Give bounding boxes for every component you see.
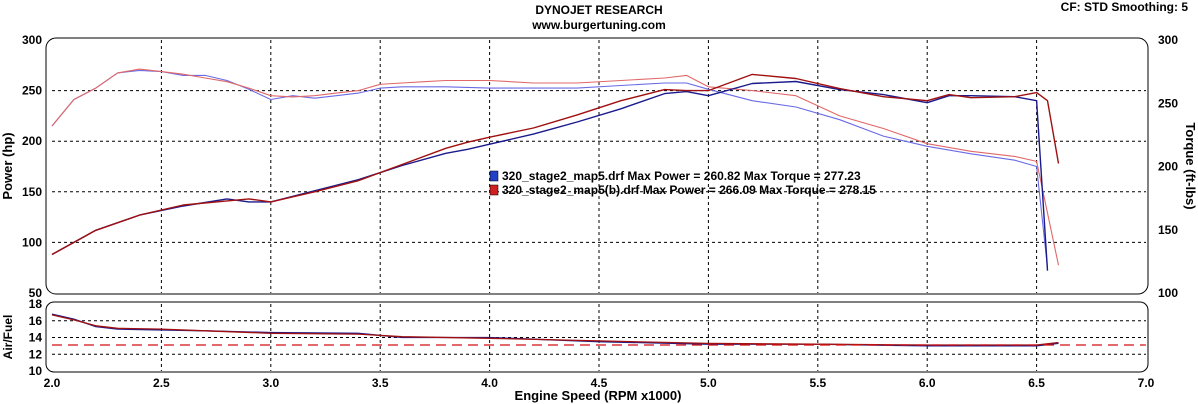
- x-tick-label: 2.0: [44, 376, 61, 390]
- power-tick-label: 250: [22, 84, 42, 98]
- legend-swatch-run-a: [489, 170, 499, 182]
- correction-factor-label: CF: STD Smoothing: 5: [1060, 0, 1188, 14]
- x-tick-label: 2.5: [153, 376, 170, 390]
- afr-tick-label: 18: [29, 297, 43, 311]
- power-axis-label: Power (hp): [0, 132, 15, 199]
- power-tick-label: 300: [22, 33, 42, 47]
- afr-tick-label: 16: [29, 314, 43, 328]
- x-tick-label: 7.0: [1138, 376, 1155, 390]
- afr-tick-label: 10: [29, 364, 43, 378]
- torque-line-run-b: [51, 68, 1060, 266]
- legend-entry-run-a: 320_stage2_map5.drf Max Power = 260.82 M…: [502, 169, 861, 183]
- x-tick-label: 3.5: [372, 376, 389, 390]
- chart-title: DYNOJET RESEARCH: [535, 3, 663, 17]
- x-tick-label: 4.0: [481, 376, 498, 390]
- power-tick-label: 50: [29, 286, 43, 300]
- torque-tick-label: 100: [1158, 286, 1178, 300]
- legend: 320_stage2_map5.drf Max Power = 260.82 M…: [489, 169, 876, 197]
- legend-entry-run-b: 320_stage2_map5(b).drf Max Power = 266.0…: [502, 183, 876, 197]
- power-tick-label: 150: [22, 185, 42, 199]
- afr-panel-background: [45, 301, 1149, 373]
- x-tick-label: 6.0: [919, 376, 936, 390]
- x-tick-label: 3.0: [262, 376, 279, 390]
- x-tick-label: 4.5: [591, 376, 608, 390]
- torque-tick-label: 150: [1158, 223, 1178, 237]
- torque-tick-label: 250: [1158, 96, 1178, 110]
- power-line-run-a: [51, 80, 1049, 271]
- x-axis-label: Engine Speed (RPM x1000): [515, 388, 682, 403]
- torque-tick-label: 300: [1158, 33, 1178, 47]
- torque-line-run-a: [51, 69, 1049, 268]
- afr-tick-label: 12: [29, 347, 43, 361]
- power-tick-label: 100: [22, 235, 42, 249]
- x-tick-label: 5.5: [809, 376, 826, 390]
- torque-tick-label: 200: [1158, 160, 1178, 174]
- torque-axis-label: Torque (ft-lbs): [1183, 122, 1198, 209]
- legend-swatch-run-b: [489, 184, 499, 196]
- power-tick-label: 200: [22, 134, 42, 148]
- x-tick-label: 6.5: [1028, 376, 1045, 390]
- afr-axis-label: Air/Fuel: [1, 315, 15, 360]
- power-panel-background: [45, 37, 1149, 295]
- afr-tick-label: 14: [29, 331, 43, 345]
- chart-subtitle: www.burgertuning.com: [532, 18, 666, 32]
- power-line-run-b: [51, 73, 1060, 256]
- x-tick-label: 5.0: [700, 376, 717, 390]
